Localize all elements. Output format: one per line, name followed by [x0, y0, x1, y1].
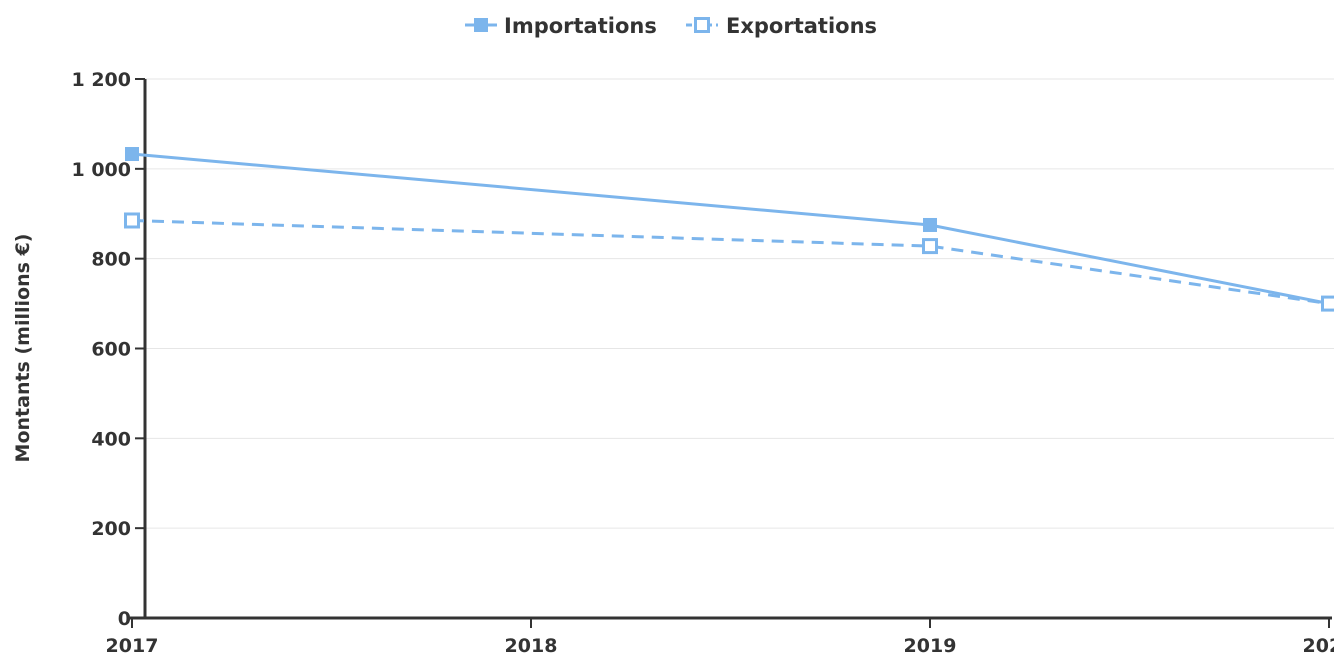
- x-tick-label: 2019: [904, 635, 957, 657]
- legend-marker: [694, 17, 710, 33]
- legend-item-exportations[interactable]: Exportations: [686, 14, 877, 38]
- y-tick-label: 800: [91, 249, 131, 271]
- legend-marker: [474, 18, 488, 32]
- data-point[interactable]: [923, 217, 937, 232]
- x-tick-label: 2018: [505, 635, 558, 657]
- x-tick-label: 2020: [1303, 635, 1334, 657]
- y-tick-label: 1 000: [72, 159, 132, 181]
- y-axis-title: Montants (millions €): [12, 234, 34, 463]
- series-group: [124, 147, 1334, 312]
- data-point[interactable]: [922, 238, 938, 255]
- series-line: [131, 218, 1330, 306]
- series-line: [131, 152, 1330, 306]
- data-point[interactable]: [125, 147, 139, 162]
- tick-labels: 0 200 400 600 800 1 000 1 200 2017 2018 2019 2020: [72, 69, 1334, 657]
- y-tick-label: 600: [91, 339, 131, 361]
- data-point[interactable]: [124, 212, 140, 229]
- series-importations: [125, 147, 1334, 311]
- x-tick-label: 2017: [106, 635, 159, 657]
- legend-label: Importations: [504, 14, 657, 38]
- y-tick-label: 1 200: [72, 69, 132, 91]
- legend-item-importations[interactable]: Importations: [465, 14, 657, 38]
- y-tick-label: 200: [91, 518, 131, 540]
- legend-label: Exportations: [726, 14, 877, 38]
- grid-lines: [145, 78, 1334, 529]
- y-tick-label: 0: [118, 608, 131, 630]
- legend[interactable]: Importations Exportations: [465, 14, 877, 38]
- y-tick-label: 400: [91, 428, 131, 450]
- data-point[interactable]: [1321, 295, 1334, 312]
- series-exportations: [124, 212, 1334, 312]
- axes: [130, 78, 1332, 628]
